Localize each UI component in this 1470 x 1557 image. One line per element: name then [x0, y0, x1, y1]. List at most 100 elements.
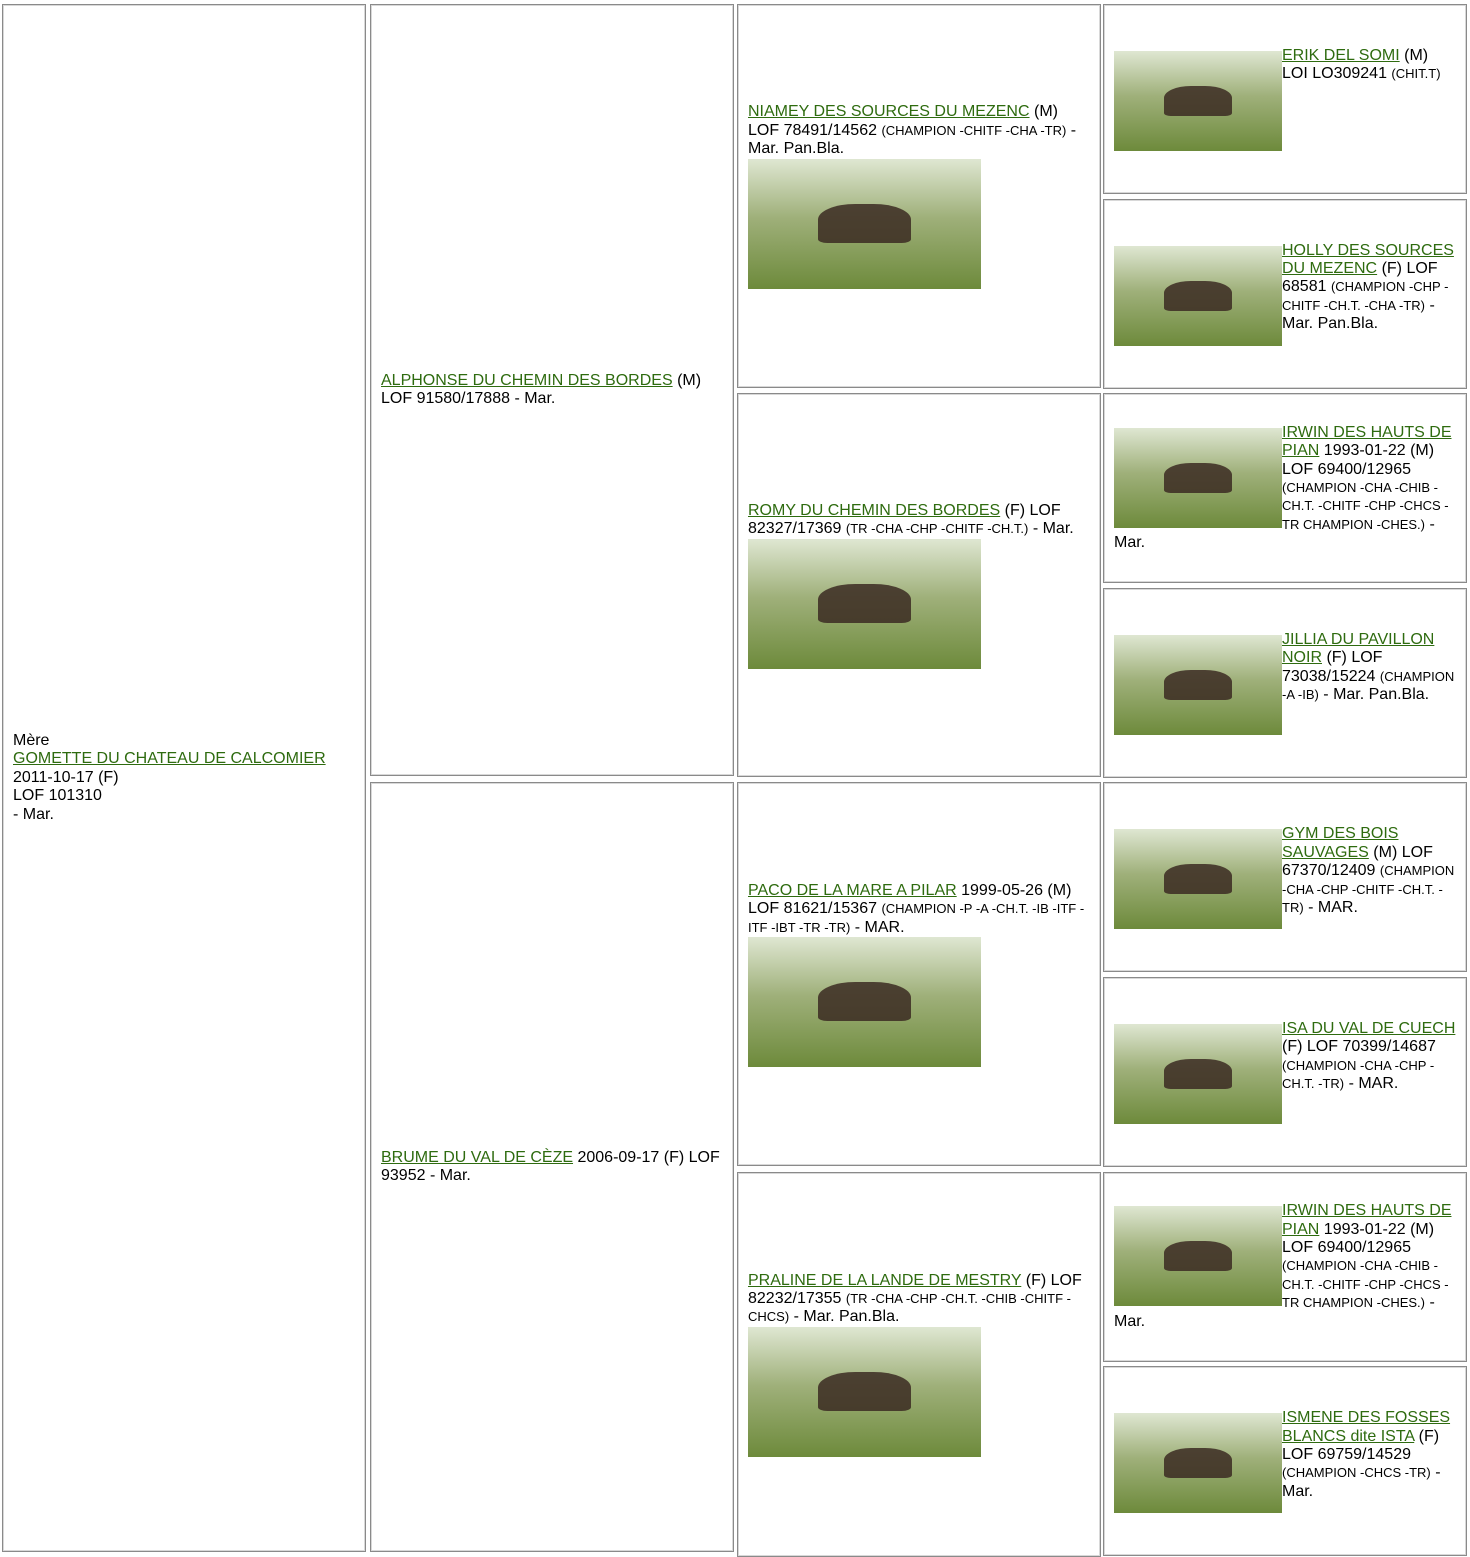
- ancestor-link[interactable]: PACO DE LA MARE A PILAR: [748, 881, 957, 899]
- great-grandparent-cell: GYM DES BOIS SAUVAGES (M) LOF 67370/1240…: [1103, 782, 1467, 973]
- parent-cell: ALPHONSE DU CHEMIN DES BORDES (M) LOF 91…: [370, 4, 734, 776]
- grandparent-cell: NIAMEY DES SOURCES DU MEZENC (M) LOF 784…: [737, 4, 1101, 388]
- ancestor-details: (F) LOF 70399/14687: [1282, 1038, 1436, 1056]
- ancestor-suffix: - Mar. Pan.Bla.: [1282, 296, 1435, 333]
- ancestor-suffix: - MAR.: [854, 918, 905, 936]
- ancestor-suffix: - Mar.: [1282, 1464, 1441, 1500]
- dam-link[interactable]: GOMETTE DU CHATEAU DE CALCOMIER: [13, 750, 326, 768]
- ancestor-details: 1993-01-22 (M) LOF 69400/12965: [1282, 1220, 1435, 1256]
- dam-info: LOF 101310: [13, 787, 102, 805]
- ancestor-details: 2006-09-17 (F) LOF 93952: [381, 1149, 720, 1185]
- ancestor-titles: (CHAMPION -CHITF -CHA -TR): [881, 122, 1067, 138]
- ancestor-suffix: - Mar. Pan.Bla.: [748, 121, 1077, 158]
- dog-photo: [1114, 1024, 1282, 1124]
- cell-content: ISMENE DES FOSSES BLANCS dite ISTA (F) L…: [1114, 1409, 1456, 1514]
- grandparent-cell: PACO DE LA MARE A PILAR 1999-05-26 (M) L…: [737, 782, 1101, 1167]
- great-grandparent-cell: ISMENE DES FOSSES BLANCS dite ISTA (F) L…: [1103, 1366, 1467, 1557]
- ancestor-details: (M) LOF 91580/17888: [381, 371, 702, 407]
- ancestor-link[interactable]: IRWIN DES HAUTS DE PIAN: [1282, 423, 1452, 460]
- cell-content: NIAMEY DES SOURCES DU MEZENC (M) LOF 784…: [748, 103, 1090, 289]
- cell-content: HOLLY DES SOURCES DU MEZENC (F) LOF 6858…: [1114, 242, 1456, 346]
- dog-photo: [1114, 1206, 1282, 1307]
- ancestor-suffix: - Mar.: [1032, 520, 1074, 538]
- ancestor-titles: (CHAMPION -CHP -CHITF -CH.T. -CHA -TR): [1282, 279, 1449, 313]
- dog-photo: [1114, 51, 1282, 151]
- cell-content: ROMY DU CHEMIN DES BORDES (F) LOF 82327/…: [748, 502, 1090, 669]
- ancestor-titles: (CHAMPION -P -A -CH.T. -IB -ITF -ITF -IB…: [748, 901, 1085, 935]
- great-grandparent-cell: JILLIA DU PAVILLON NOIR (F) LOF 73038/15…: [1103, 587, 1467, 778]
- cell-content: ERIK DEL SOMI (M) LOI LO309241 (CHIT.T): [1114, 47, 1456, 151]
- dam-cell: Mère GOMETTE DU CHATEAU DE CALCOMIER 2011-…: [2, 4, 366, 1552]
- cell-content: GYM DES BOIS SAUVAGES (M) LOF 67370/1240…: [1114, 825, 1456, 930]
- grandparent-cell: ROMY DU CHEMIN DES BORDES (F) LOF 82327/…: [737, 393, 1101, 778]
- great-grandparent-cell: HOLLY DES SOURCES DU MEZENC (F) LOF 6858…: [1103, 198, 1467, 389]
- dog-photo: [1114, 634, 1282, 735]
- dog-photo: [748, 538, 981, 669]
- great-grandparent-cell: IRWIN DES HAUTS DE PIAN 1993-01-22 (M) L…: [1103, 393, 1467, 584]
- ancestor-link[interactable]: NIAMEY DES SOURCES DU MEZENC: [748, 103, 1030, 121]
- ancestor-suffix: - MAR.: [1348, 1075, 1399, 1093]
- cell-content: IRWIN DES HAUTS DE PIAN 1993-01-22 (M) L…: [1114, 1202, 1456, 1331]
- ancestor-link[interactable]: ISA DU VAL DE CUECH: [1282, 1020, 1456, 1037]
- ancestor-details: (F) LOF 82232/17355: [748, 1271, 1082, 1307]
- cell-content: PRALINE DE LA LANDE DE MESTRY (F) LOF 82…: [748, 1272, 1090, 1457]
- dog-photo: [748, 1326, 981, 1457]
- dam-info: - Mar.: [13, 805, 54, 823]
- ancestor-suffix: - Mar. Pan.Bla.: [1323, 685, 1430, 703]
- ancestor-link[interactable]: ISMENE DES FOSSES BLANCS dite ISTA: [1282, 1409, 1451, 1445]
- ancestor-titles: (TR -CHA -CHP -CHITF -CH.T.): [845, 521, 1029, 537]
- ancestor-link[interactable]: HOLLY DES SOURCES DU MEZENC: [1282, 241, 1454, 277]
- grandparent-cell: PRALINE DE LA LANDE DE MESTRY (F) LOF 82…: [737, 1171, 1101, 1557]
- cell-content: ISA DU VAL DE CUECH (F) LOF 70399/14687 …: [1114, 1020, 1456, 1124]
- ancestor-titles: (CHAMPION -CHCS -TR): [1282, 1465, 1431, 1481]
- dog-photo: [1114, 245, 1282, 346]
- ancestor-suffix: - MAR.: [1308, 898, 1358, 916]
- cell-content: ALPHONSE DU CHEMIN DES BORDES (M) LOF 91…: [381, 372, 723, 409]
- ancestor-titles: (CHAMPION -CHA -CHIB -CH.T. -CHITF -CHP …: [1282, 479, 1449, 532]
- ancestor-details: 1993-01-22 (M) LOF 69400/12965: [1282, 442, 1435, 478]
- cell-content: Mère GOMETTE DU CHATEAU DE CALCOMIER 2011-…: [13, 732, 355, 824]
- ancestor-suffix: - Mar.: [1114, 515, 1435, 552]
- dam-info: 2011-10-17 (F): [13, 768, 119, 786]
- dog-photo: [748, 158, 981, 289]
- cell-content: JILLIA DU PAVILLON NOIR (F) LOF 73038/15…: [1114, 631, 1456, 735]
- ancestor-details: (F) LOF 68581: [1282, 259, 1438, 296]
- ancestor-details: (M) LOI LO309241: [1282, 47, 1429, 83]
- ancestor-link[interactable]: BRUME DU VAL DE CÈZE: [381, 1149, 574, 1166]
- great-grandparent-cell: ISA DU VAL DE CUECH (F) LOF 70399/14687 …: [1103, 977, 1467, 1167]
- ancestor-link[interactable]: PRALINE DE LA LANDE DE MESTRY: [748, 1271, 1022, 1289]
- ancestor-titles: (CHAMPION -CHA -CHIB -CH.T. -CHITF -CHP …: [1282, 1258, 1449, 1311]
- ancestor-suffix: - Mar. Pan.Bla.: [793, 1308, 900, 1326]
- parent-cell: BRUME DU VAL DE CÈZE 2006-09-17 (F) LOF …: [370, 782, 734, 1553]
- dog-photo: [1114, 829, 1282, 930]
- ancestor-titles: (CHAMPION -A -IB): [1282, 668, 1455, 702]
- cell-content: IRWIN DES HAUTS DE PIAN 1993-01-22 (M) L…: [1114, 424, 1456, 553]
- ancestor-details: (M) LOF 67370/12409: [1282, 843, 1433, 880]
- cell-content: BRUME DU VAL DE CÈZE 2006-09-17 (F) LOF …: [381, 1149, 723, 1186]
- ancestor-details: 1999-05-26 (M) LOF 81621/15367: [748, 881, 1072, 918]
- ancestor-link[interactable]: ALPHONSE DU CHEMIN DES BORDES: [381, 371, 673, 389]
- great-grandparent-cell: ERIK DEL SOMI (M) LOI LO309241 (CHIT.T): [1103, 4, 1467, 194]
- dog-photo: [1114, 1413, 1282, 1514]
- ancestor-link[interactable]: ROMY DU CHEMIN DES BORDES: [748, 501, 1001, 519]
- ancestor-link[interactable]: IRWIN DES HAUTS DE PIAN: [1282, 1202, 1452, 1238]
- ancestor-link[interactable]: ERIK DEL SOMI: [1282, 47, 1400, 64]
- ancestor-titles: (TR -CHA -CHP -CH.T. -CHIB -CHITF -CHCS): [748, 1290, 1071, 1325]
- ancestor-suffix: - Mar.: [1114, 1294, 1435, 1330]
- ancestor-suffix: - Mar.: [429, 1167, 471, 1185]
- ancestor-details: (F) LOF 73038/15224: [1282, 649, 1383, 685]
- ancestor-link[interactable]: GYM DES BOIS SAUVAGES: [1282, 825, 1399, 861]
- ancestor-details: (F) LOF 82327/17369: [748, 501, 1061, 538]
- dog-photo: [1114, 427, 1282, 528]
- ancestor-suffix: - Mar.: [514, 390, 556, 407]
- great-grandparent-cell: IRWIN DES HAUTS DE PIAN 1993-01-22 (M) L…: [1103, 1171, 1467, 1362]
- cell-content: PACO DE LA MARE A PILAR 1999-05-26 (M) L…: [748, 882, 1090, 1067]
- ancestor-titles: (CHAMPION -CHA -CHP -CHITF -CH.T. -TR): [1282, 863, 1455, 915]
- ancestor-titles: (CHIT.T): [1391, 66, 1441, 82]
- ancestor-titles: (CHAMPION -CHA -CHP -CH.T. -TR): [1282, 1057, 1435, 1092]
- dam-label: Mère: [13, 732, 50, 750]
- dog-photo: [748, 936, 981, 1067]
- ancestor-details: (F) LOF 69759/14529: [1282, 1427, 1440, 1463]
- ancestor-link[interactable]: JILLIA DU PAVILLON NOIR: [1282, 630, 1435, 667]
